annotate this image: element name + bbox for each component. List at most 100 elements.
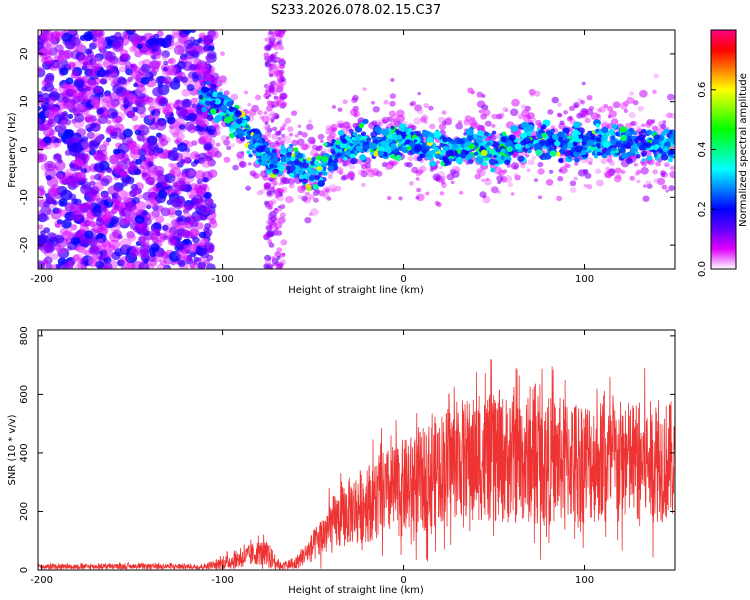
spectrogram-cell xyxy=(421,114,429,121)
spectrogram-cell xyxy=(128,111,134,116)
spectrogram-cell xyxy=(643,184,647,188)
spectrogram-cell xyxy=(247,102,252,107)
spectrogram-cell xyxy=(294,133,299,138)
spectrogram-cell xyxy=(165,65,176,76)
spectrogram-cell xyxy=(162,66,168,72)
spectrogram-cell xyxy=(273,30,280,34)
spectrogram-cell xyxy=(47,118,55,125)
spectrogram-cell xyxy=(640,167,649,175)
spectrogram-cell xyxy=(44,74,55,84)
spectrogram-cell xyxy=(48,97,56,104)
spectrogram-cell xyxy=(69,202,81,213)
spectrogram-cell xyxy=(301,177,309,184)
spectrogram-cell xyxy=(426,136,434,143)
spectrogram-cell xyxy=(226,101,233,108)
spectrogram-cell xyxy=(308,174,316,181)
spectrogram-cell xyxy=(82,181,92,190)
spectrogram-cell xyxy=(439,191,445,196)
spectrogram-cell xyxy=(174,180,187,191)
spectrogram-cell xyxy=(81,140,91,149)
spectrogram-cell xyxy=(75,79,85,88)
spectrogram-cell xyxy=(331,104,337,109)
spectrogram-cell xyxy=(113,166,124,176)
spectrogram-cell xyxy=(207,198,214,204)
spectrogram-cell xyxy=(217,93,222,99)
spectrogram-cell xyxy=(594,155,598,159)
spectrogram-cell xyxy=(174,209,183,216)
colorbar-ticks: 0.0 0.2 0.4 0.6 xyxy=(697,82,716,277)
spectrogram-cell xyxy=(220,51,225,56)
spectrogram-cell xyxy=(547,109,554,115)
spectrogram-cell xyxy=(101,93,113,104)
spectrogram-cell xyxy=(168,251,181,262)
spectrogram-cell xyxy=(137,248,149,259)
spectrogram-cell xyxy=(259,189,266,194)
spectrogram-cell xyxy=(263,111,268,115)
spectrogram-cell xyxy=(56,246,66,255)
spectrogram-cell xyxy=(133,82,139,88)
spectrogram-cell xyxy=(347,170,355,178)
spectrogram-cell xyxy=(148,115,154,120)
spectrogram-cell xyxy=(477,130,485,137)
spectrogram-cell xyxy=(54,44,64,53)
spectrogram-cell xyxy=(496,175,504,182)
spectrogram-cell xyxy=(484,120,492,127)
spectrogram-cell xyxy=(257,159,262,163)
spectrogram-cell xyxy=(545,141,552,147)
spectrogram-cell xyxy=(59,227,68,236)
spectrogram-cell xyxy=(334,154,340,159)
spectrogram-cell xyxy=(388,138,393,143)
spectrogram-cell xyxy=(193,79,204,89)
spectrogram-cell xyxy=(56,209,62,214)
spectrogram-cell xyxy=(236,111,242,116)
spectrogram-cell xyxy=(55,32,61,38)
spectrogram-cell xyxy=(155,107,161,113)
spectrogram-cell xyxy=(150,43,160,52)
spectrogram-cell xyxy=(486,141,491,146)
spectrogram-cell xyxy=(360,131,367,136)
spectrogram-cell xyxy=(84,146,91,153)
spectrogram-cell xyxy=(172,30,181,37)
spectrogram-cell xyxy=(670,134,675,140)
spectrogram-cell xyxy=(646,129,653,135)
spectrogram-cell xyxy=(491,130,497,135)
spectrogram-cell xyxy=(196,257,202,263)
spectrogram-cell xyxy=(70,72,78,79)
spectrogram-cell xyxy=(653,134,661,141)
spectrogram-cell xyxy=(106,110,112,116)
spectrogram-cell xyxy=(615,132,620,137)
spectrogram-cell xyxy=(65,137,74,146)
spectrogram-cell xyxy=(201,158,212,168)
spectrogram-cell xyxy=(93,64,101,71)
spectrogram-cell xyxy=(495,155,502,161)
spectrogram-cell xyxy=(71,198,78,205)
spectrogram-cell xyxy=(132,196,140,204)
spectrogram-cell xyxy=(267,231,275,238)
spectrogram-cell xyxy=(429,167,435,172)
spectrogram-cell xyxy=(629,91,634,96)
spectrogram-cell xyxy=(126,93,137,103)
spectrogram-cell xyxy=(45,263,53,269)
spectrogram-cell xyxy=(612,101,621,109)
spectrogram-cell xyxy=(562,139,567,144)
spectrogram-cell xyxy=(597,151,602,156)
spectrogram-cell xyxy=(500,136,507,142)
spectrogram-cell xyxy=(203,73,212,82)
spectrogram-cell xyxy=(613,175,622,183)
spectrogram-cell xyxy=(137,194,144,200)
spectrogram-cell xyxy=(314,175,320,181)
spectrogram-cell xyxy=(583,183,588,188)
spectrogram-cell xyxy=(192,194,203,205)
spectrogram-cell xyxy=(271,186,275,190)
spectrogram-cell xyxy=(271,257,279,264)
spectrogram-cell xyxy=(415,195,420,200)
spectrogram-cell xyxy=(277,216,286,224)
spectrogram-cell xyxy=(370,131,378,138)
spectrogram-cell xyxy=(42,259,49,265)
spectrogram-cell xyxy=(267,125,271,128)
spectrogram-cell xyxy=(266,105,273,112)
spectrogram-cell xyxy=(308,119,313,124)
spectrogram-cell xyxy=(331,154,335,158)
spectrogram-cell xyxy=(95,218,105,227)
spectrogram-cell xyxy=(390,78,395,82)
